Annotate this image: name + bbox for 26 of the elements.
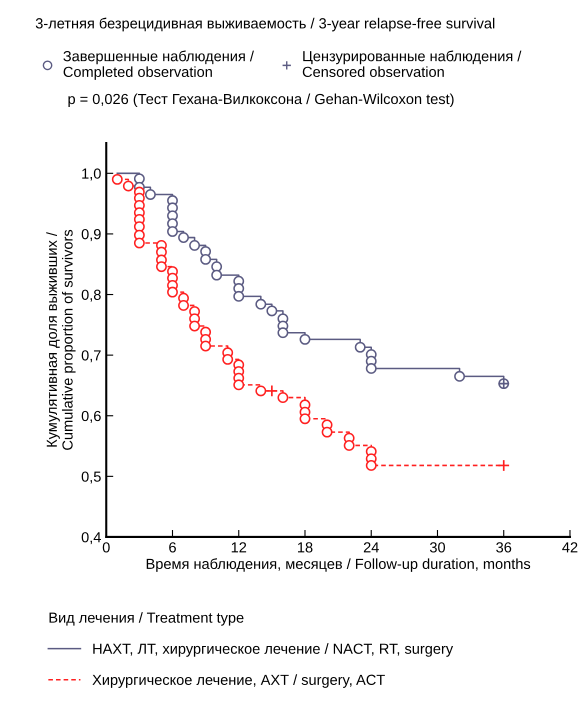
legend-title: Вид лечения / Treatment type	[50, 612, 244, 626]
legend-label: Хирургическое лечение, АХТ / surgery, ACT	[92, 674, 385, 688]
x-tick-label: 36	[496, 542, 512, 553]
y-tick-label: 0,5	[82, 471, 101, 484]
x-tick-label: 12	[232, 542, 246, 552]
x-tick-label: 0	[102, 542, 110, 553]
y-tick-label: 1,0	[82, 168, 101, 180]
point	[498, 459, 510, 472]
legend-label: НАХТ, ЛТ, хирургическое лечение / NACT, RT, surgery	[93, 643, 454, 657]
y-tick-label: 0,9	[82, 229, 101, 242]
x-axis-title: Время наблюдения, месяцев / Follow-up duration, months	[146, 558, 530, 572]
legend-label: Завершенные наблюдения / Completed observation	[63, 50, 254, 80]
y-tick-label: 0,7	[82, 350, 101, 362]
x-tick-label: 6	[169, 542, 176, 553]
x-tick-label: 24	[364, 542, 379, 552]
text: p = 0,026 (Тест Гехана-Вилкоксона / Gehan-Wilcoxon test)	[68, 93, 454, 108]
y-axis-title: Кумулятивная доля выживших / Cumulative proportion of survivors	[46, 230, 76, 450]
x-tick-label: 30	[430, 542, 446, 553]
y-tick-label: 0,8	[82, 290, 101, 302]
x-tick-label: 42	[562, 542, 578, 552]
legend-label: Цензурированные наблюдения / Censored observation	[302, 50, 522, 78]
y-tick-label: 0,4	[82, 532, 101, 544]
point	[266, 384, 278, 398]
y-tick-label: 0,6	[82, 410, 101, 423]
x-tick-label: 18	[298, 542, 312, 553]
chart-title: 3-летняя безрецидивная выживаемость / 3-year relapse-free survival	[36, 18, 494, 32]
